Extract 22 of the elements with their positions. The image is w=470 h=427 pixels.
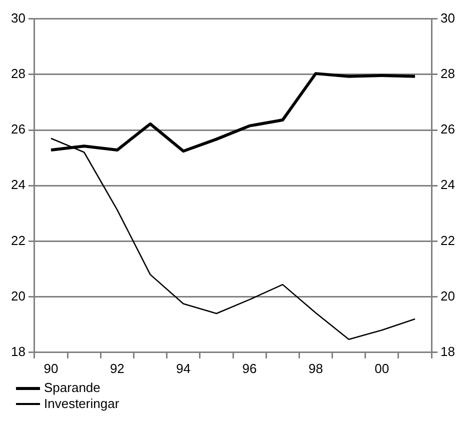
x-tick-label: 00 <box>374 360 390 376</box>
y-tick-label: 20 <box>10 288 26 304</box>
x-tick-label: 98 <box>308 360 323 376</box>
y-tick-label: 28 <box>10 66 26 81</box>
x-tick-label: 92 <box>110 360 124 376</box>
y2-tick-label: 30 <box>440 10 456 26</box>
y2-tick-label: 20 <box>440 288 456 304</box>
y-tick-label: 26 <box>10 122 26 137</box>
x-tick-label: 94 <box>176 360 191 376</box>
y-tick-label: 18 <box>10 344 26 359</box>
y-tick-label: 22 <box>10 232 26 248</box>
x-tick-label: 90 <box>44 360 58 376</box>
legend-label: Sparande <box>44 380 100 396</box>
y2-tick-label: 26 <box>440 122 456 137</box>
y2-tick-label: 22 <box>440 232 456 248</box>
y-tick-label: 24 <box>10 177 26 192</box>
y2-tick-label: 24 <box>440 177 456 192</box>
legend-label: Investeringar <box>44 396 120 412</box>
y2-tick-label: 28 <box>440 66 456 81</box>
y2-tick-label: 18 <box>440 344 456 359</box>
y-tick-label: 30 <box>10 10 26 26</box>
x-tick-label: 96 <box>242 360 257 376</box>
